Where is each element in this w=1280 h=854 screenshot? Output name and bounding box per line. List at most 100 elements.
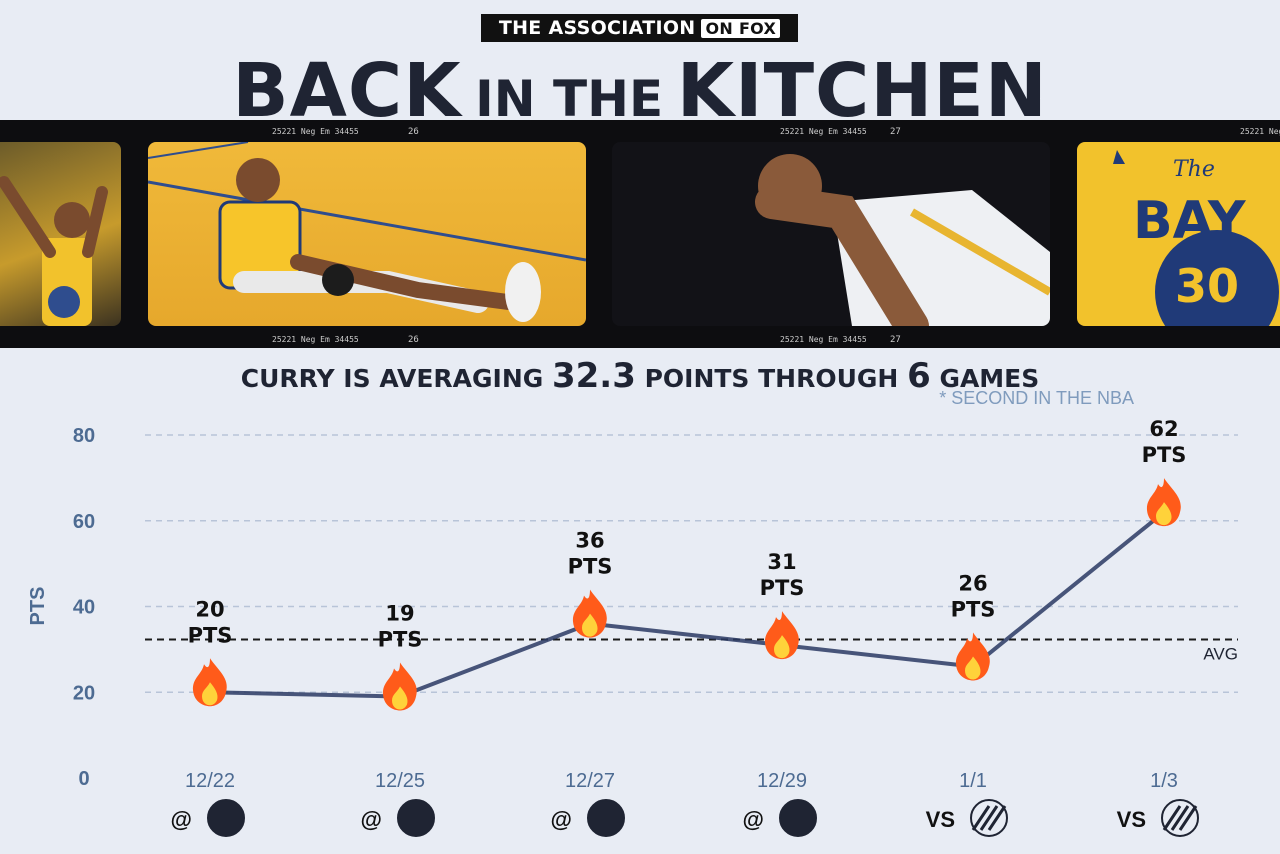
flame-inner	[774, 635, 790, 659]
jersey-photo: The BAY 30	[1113, 150, 1279, 326]
team-logo-stripe	[1178, 805, 1198, 831]
player-photo-1	[0, 176, 108, 326]
flame-outer	[955, 632, 990, 681]
jersey-script: The	[1173, 157, 1215, 182]
film-label-4: 27	[890, 127, 901, 137]
film-edge-bottom: 25221 Neg Em 34455 26 25221 Neg Em 34455…	[272, 335, 901, 345]
fire-icon	[192, 658, 227, 707]
brand-logo: THE ASSOCIATION ON FOX	[481, 14, 798, 42]
player-photo-3	[755, 154, 1050, 326]
team-logo-shape	[970, 799, 1008, 837]
player-photo-2	[148, 142, 586, 322]
fire-icon	[1146, 478, 1181, 527]
brand-suffix: ON FOX	[701, 18, 781, 38]
flame-inner	[202, 682, 218, 706]
fire-icon	[955, 632, 990, 681]
film-label-6: 25221 Neg Em 34455	[272, 335, 359, 344]
fire-icon	[764, 611, 799, 660]
team-logo-stripe	[979, 805, 999, 831]
fire-icon	[382, 662, 417, 711]
subtitle-games: 6	[907, 356, 931, 396]
team-logo-stripe	[987, 805, 1007, 831]
blazers-logo	[1161, 799, 1199, 837]
location-label: @	[551, 807, 572, 832]
x-tick-label: 1/3	[1150, 770, 1178, 792]
location-label: @	[743, 807, 764, 832]
team-logo-stripe	[971, 805, 991, 831]
flame-inner	[582, 613, 598, 637]
y-tick-label: 60	[73, 511, 95, 533]
title-word-3: KITCHEN	[676, 48, 1048, 134]
title-word-2: IN THE	[475, 70, 664, 128]
series-line	[209, 510, 1166, 699]
bulls-logo	[587, 799, 625, 837]
data-label-unit: PTS	[188, 623, 233, 647]
flame-inner	[392, 686, 408, 710]
y-axis-label: PTS	[27, 587, 49, 626]
data-label-value: 26	[958, 572, 987, 596]
blazers-logo	[970, 799, 1008, 837]
flame-inner	[965, 656, 981, 680]
film-strip: 25221 Neg Em 34455 26 25221 Neg Em 34455…	[0, 120, 1280, 348]
team-logo-shape	[207, 799, 245, 837]
chart-subtitle: CURRY IS AVERAGING 32.3 POINTS THROUGH 6…	[0, 356, 1280, 396]
x-tick-label: 12/22	[185, 770, 235, 792]
flame-inner	[1156, 502, 1172, 526]
film-edge-top: 25221 Neg Em 34455 26 25221 Neg Em 34455…	[272, 127, 1280, 137]
data-label-value: 20	[195, 597, 224, 621]
data-label-value: 62	[1149, 417, 1178, 441]
nets-logo	[207, 799, 245, 837]
data-label-unit: PTS	[378, 628, 423, 652]
pistons-logo	[779, 799, 817, 837]
title-word-1: BACK	[232, 48, 462, 134]
location-label: @	[361, 807, 382, 832]
page-title: BACK IN THE KITCHEN	[0, 48, 1280, 134]
team-logo-shape	[587, 799, 625, 837]
brand-prefix: THE ASSOCIATION	[498, 17, 696, 39]
fire-icon	[572, 589, 607, 638]
team-logo-shape	[1161, 799, 1199, 837]
flame-outer	[764, 611, 799, 660]
location-label: VS	[926, 807, 955, 832]
data-label-unit: PTS	[568, 555, 613, 579]
flame-outer	[192, 658, 227, 707]
team-logo-shape	[779, 799, 817, 837]
film-label-2: 26	[408, 127, 419, 137]
location-label: @	[171, 807, 192, 832]
data-label-value: 36	[575, 529, 604, 553]
subtitle-before: CURRY IS AVERAGING	[240, 364, 552, 393]
y-tick-label: 0	[78, 768, 89, 790]
average-label: AVG	[1203, 645, 1238, 664]
y-tick-label: 80	[73, 425, 95, 447]
film-label-5: 25221 Neg Em 34455	[1240, 127, 1280, 136]
film-label-7: 26	[408, 335, 419, 345]
flame-outer	[382, 662, 417, 711]
film-label-9: 27	[890, 335, 901, 345]
location-label: VS	[1117, 807, 1146, 832]
photo-frame-crouching	[612, 142, 1050, 326]
x-tick-label: 1/1	[959, 770, 987, 792]
data-label-value: 31	[767, 550, 796, 574]
subtitle-after: GAMES	[930, 364, 1040, 393]
data-label-unit: PTS	[760, 576, 805, 600]
photo-frame-court	[148, 142, 586, 326]
data-label-unit: PTS	[951, 598, 996, 622]
x-tick-label: 12/29	[757, 770, 807, 792]
y-tick-label: 20	[73, 682, 95, 704]
flame-outer	[572, 589, 607, 638]
team-logo-stripe	[1162, 805, 1182, 831]
x-tick-label: 12/25	[375, 770, 425, 792]
film-label-3: 25221 Neg Em 34455	[780, 127, 867, 136]
data-label-unit: PTS	[1142, 443, 1187, 467]
flame-outer	[1146, 478, 1181, 527]
subtitle-average: 32.3	[551, 356, 636, 396]
film-label-1: 25221 Neg Em 34455	[272, 127, 359, 136]
jersey-number: 30	[1175, 259, 1239, 313]
team-logo-stripe	[1170, 805, 1190, 831]
bucks-logo	[397, 799, 435, 837]
photo-frame-celebrating	[0, 142, 121, 326]
team-logo-shape	[397, 799, 435, 837]
subtitle-middle: POINTS THROUGH	[635, 364, 908, 393]
x-tick-label: 12/27	[565, 770, 615, 792]
